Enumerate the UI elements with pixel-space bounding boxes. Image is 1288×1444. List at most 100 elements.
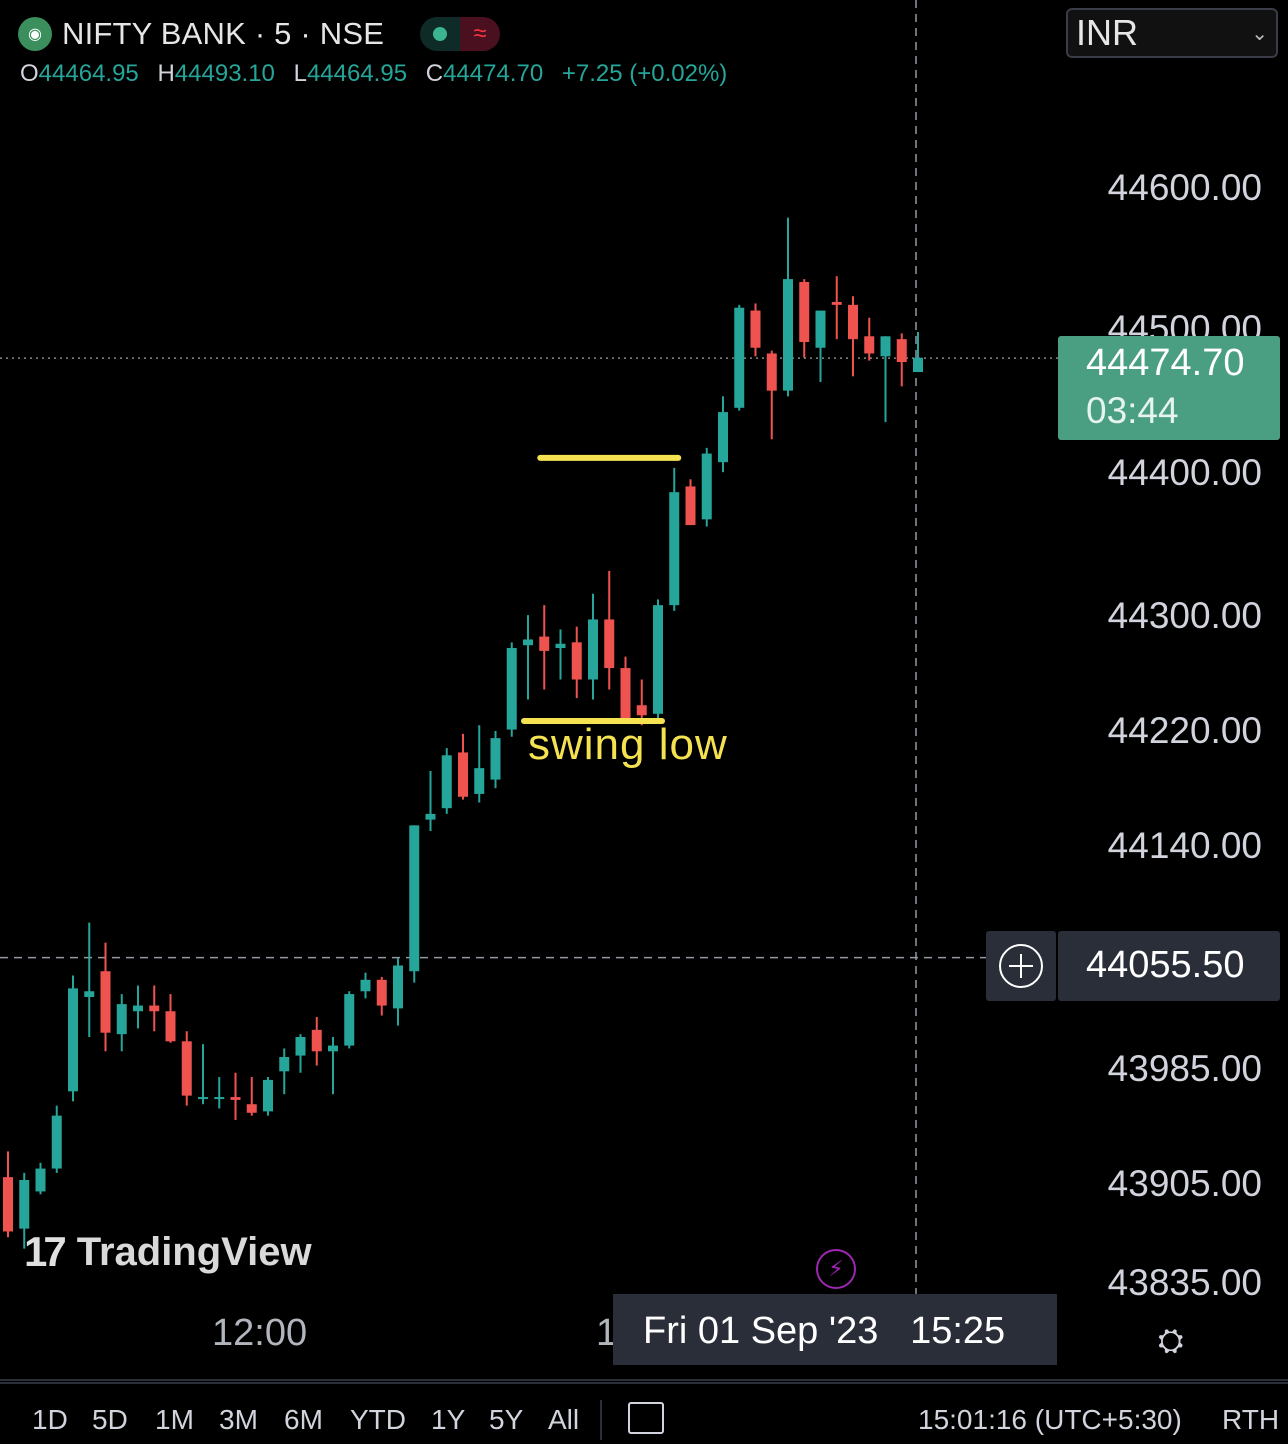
candle-body	[165, 1011, 176, 1042]
tradingview-logo-icon: 17	[24, 1228, 67, 1275]
session-button[interactable]: RTH	[1222, 1404, 1280, 1435]
calendar-goto-icon[interactable]	[628, 1402, 664, 1434]
candle-body	[653, 605, 663, 714]
candle-body	[799, 281, 810, 343]
range-button-all[interactable]: All	[548, 1404, 580, 1435]
price-axis-label: 44300.00	[1107, 595, 1262, 636]
candle-body	[506, 648, 517, 730]
candle-body	[669, 492, 680, 606]
candle-body	[84, 991, 95, 997]
candle-body	[734, 307, 745, 408]
candle-body	[393, 965, 403, 1009]
chevron-down-icon: ⌄	[1251, 22, 1268, 45]
crosshair-date-badge	[613, 1294, 1057, 1365]
candle-body	[409, 825, 420, 972]
candle-body	[19, 1180, 30, 1229]
data-delay-icon: ≈	[460, 17, 501, 51]
lightning-icon[interactable]: ⚡	[816, 1249, 856, 1289]
tradingview-watermark[interactable]: 17 TradingView	[24, 1228, 312, 1276]
swing-low-annotation[interactable]: swing low	[528, 720, 728, 769]
ohlc-legend: O44464.95 H44493.10 L44464.95 C44474.70 …	[20, 60, 739, 88]
candle-body	[718, 412, 728, 463]
candle-body	[100, 971, 111, 1033]
candle-body	[35, 1168, 46, 1192]
candle-body	[913, 357, 923, 373]
candle-body	[571, 642, 582, 680]
crosshair-time-value: 15:25	[910, 1310, 1006, 1352]
candle-body	[230, 1097, 241, 1100]
range-button-5y[interactable]: 5Y	[489, 1404, 524, 1435]
last-price-badge	[1058, 336, 1280, 440]
candle-body	[474, 768, 485, 794]
symbol-title[interactable]: NIFTY BANK · 5 · NSE	[62, 16, 385, 51]
range-button-3m[interactable]: 3M	[219, 1404, 258, 1435]
candle-body	[636, 705, 647, 716]
close-label: C	[425, 60, 444, 87]
crosshair-price-value: 44055.50	[1086, 944, 1245, 986]
candle-body	[458, 752, 468, 797]
candle-body	[815, 310, 826, 348]
tradingview-wordmark: TradingView	[76, 1229, 312, 1274]
candle-body	[555, 643, 566, 649]
crosshair-date-value: Fri 01 Sep '23	[643, 1310, 879, 1352]
candle-body	[344, 994, 355, 1046]
candle-body	[864, 336, 875, 354]
currency-select[interactable]: INR ⌄	[1066, 8, 1278, 58]
candle-body	[880, 336, 891, 357]
candle-body	[588, 619, 598, 680]
crosshair-price-badge	[1058, 931, 1280, 1001]
candle-body	[376, 979, 387, 1006]
time-axis-label: 1	[596, 1312, 618, 1354]
market-open-dot-icon	[420, 17, 461, 51]
price-axis-label: 44220.00	[1107, 710, 1262, 751]
candle-body	[246, 1104, 257, 1113]
candle-body	[279, 1057, 290, 1072]
range-button-5d[interactable]: 5D	[92, 1404, 128, 1435]
nifty-bank-logo-icon: ◉	[18, 17, 52, 51]
toolbar-divider	[600, 1400, 602, 1440]
candle-body	[490, 738, 501, 780]
candle-body	[848, 304, 858, 340]
price-axis-label: 44400.00	[1107, 452, 1262, 493]
candle-body	[425, 813, 436, 820]
range-button-1m[interactable]: 1M	[155, 1404, 194, 1435]
timezone-clock[interactable]: 15:01:16 (UTC+5:30)	[918, 1404, 1182, 1435]
low-label: L	[293, 60, 307, 87]
bottom-toolbar	[0, 1382, 1288, 1444]
high-value: 44493.10	[174, 60, 275, 87]
change-value: +7.25 (+0.02%)	[561, 60, 728, 87]
candle-body	[620, 668, 631, 719]
range-button-ytd[interactable]: YTD	[350, 1404, 406, 1435]
candle-body	[783, 279, 793, 391]
bar-countdown: 03:44	[1086, 390, 1179, 431]
add-alert-button[interactable]	[986, 931, 1056, 1001]
candle-body	[685, 486, 696, 526]
candle-body	[198, 1097, 208, 1100]
low-value: 44464.95	[306, 60, 408, 87]
candle-body	[133, 1005, 143, 1012]
candle-body	[328, 1045, 338, 1052]
candle-body	[149, 1005, 160, 1012]
range-button-1y[interactable]: 1Y	[431, 1404, 466, 1435]
candle-body	[701, 453, 712, 520]
price-axis-label: 43905.00	[1107, 1163, 1262, 1204]
range-button-6m[interactable]: 6M	[284, 1404, 323, 1435]
range-button-1d[interactable]: 1D	[32, 1404, 68, 1435]
high-label: H	[157, 60, 175, 87]
price-axis-label: 43835.00	[1107, 1262, 1262, 1303]
candle-body	[604, 619, 615, 669]
candle-body	[3, 1177, 13, 1232]
crosshair-date: Fri 01 Sep '23 15:25	[643, 1310, 1005, 1353]
candle-body	[750, 310, 761, 348]
candle-body	[51, 1115, 62, 1169]
settings-gear-icon[interactable]: ⛭	[1158, 1322, 1184, 1358]
candle-body	[896, 339, 907, 363]
currency-value: INR	[1076, 12, 1138, 53]
candle-body	[441, 755, 452, 809]
candle-body	[116, 1004, 127, 1035]
candle-body	[214, 1097, 225, 1100]
market-status-pill[interactable]: ≈	[420, 17, 501, 51]
candle-body	[766, 353, 777, 391]
candle-body	[181, 1041, 192, 1096]
